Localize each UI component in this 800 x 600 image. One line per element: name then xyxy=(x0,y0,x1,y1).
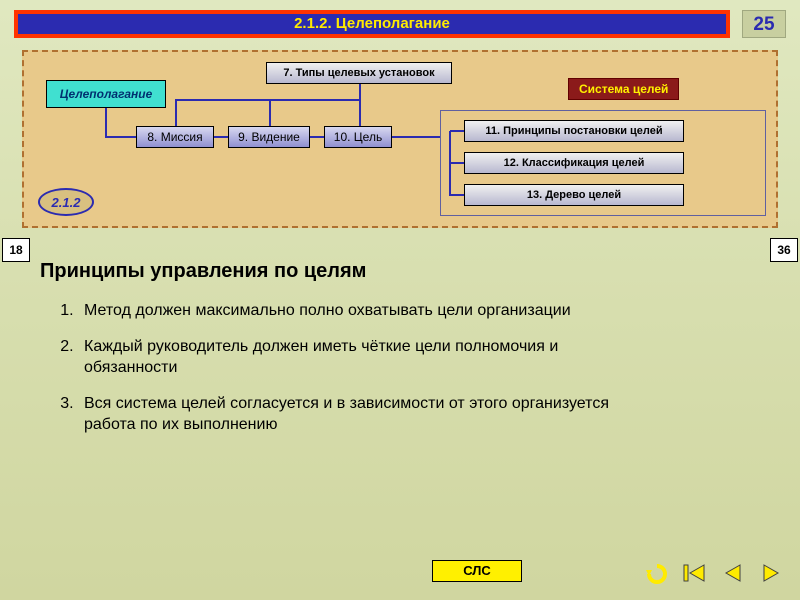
nav-prev-label: 18 xyxy=(9,243,22,257)
nav-next[interactable]: 36 xyxy=(770,238,798,262)
system-goals-label: Система целей xyxy=(568,78,679,100)
diagram-node-n12[interactable]: 12. Классификация целей xyxy=(464,152,684,174)
diagram-node-n7[interactable]: 7. Типы целевых установок xyxy=(266,62,452,84)
nav-next-label: 36 xyxy=(777,243,790,257)
content-list: Метод должен максимально полно охватыват… xyxy=(78,300,638,450)
root-node[interactable]: Целеполагание xyxy=(46,80,166,108)
list-item: Метод должен максимально полно охватыват… xyxy=(78,300,638,322)
diagram-node-n9[interactable]: 9. Видение xyxy=(228,126,310,148)
first-icon[interactable] xyxy=(680,560,710,586)
root-node-label: Целеполагание xyxy=(60,87,153,101)
list-item: Вся система целей согласуется и в зависи… xyxy=(78,393,638,436)
nav-prev[interactable]: 18 xyxy=(2,238,30,262)
diagram-node-n8[interactable]: 8. Миссия xyxy=(136,126,214,148)
undo-icon[interactable] xyxy=(642,560,672,586)
slide-title: 2.1.2. Целеполагание xyxy=(294,15,450,32)
diagram-panel: Целеполагание 2.1.2 Система целей 7. Тип… xyxy=(22,50,778,228)
page-number: 25 xyxy=(742,10,786,38)
diagram-node-n10[interactable]: 10. Цель xyxy=(324,126,392,148)
list-item: Каждый руководитель должен иметь чёткие … xyxy=(78,336,638,379)
diagram-node-n11[interactable]: 11. Принципы постановки целей xyxy=(464,120,684,142)
next-icon[interactable] xyxy=(756,560,786,586)
bottom-nav xyxy=(642,560,786,586)
diagram-node-n13[interactable]: 13. Дерево целей xyxy=(464,184,684,206)
section-oval[interactable]: 2.1.2 xyxy=(38,188,94,216)
sls-label: СЛС xyxy=(463,563,491,578)
prev-icon[interactable] xyxy=(718,560,748,586)
sls-button[interactable]: СЛС xyxy=(432,560,522,582)
section-oval-label: 2.1.2 xyxy=(52,195,81,210)
content-title: Принципы управления по целям xyxy=(40,260,366,283)
slide-title-bar: 2.1.2. Целеполагание xyxy=(14,10,730,38)
